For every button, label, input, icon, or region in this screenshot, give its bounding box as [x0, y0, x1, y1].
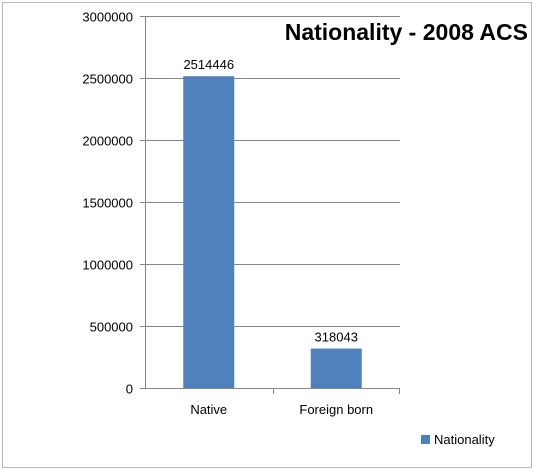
- y-tick-label: 2500000: [82, 72, 133, 87]
- legend-label: Nationality: [434, 432, 495, 447]
- y-tick-label: 2000000: [82, 134, 133, 149]
- axes: [140, 16, 400, 394]
- y-tick-label: 1000000: [82, 258, 133, 273]
- y-tick-label: 3000000: [82, 10, 133, 25]
- data-label: 2514446: [183, 57, 234, 72]
- legend-swatch: [421, 435, 430, 444]
- legend: Nationality: [421, 432, 495, 447]
- y-tick-label: 0: [126, 382, 133, 397]
- x-tick-label: Native: [190, 402, 227, 417]
- bar: [310, 348, 362, 388]
- y-tick-label: 500000: [90, 320, 133, 335]
- data-label: 318043: [315, 330, 358, 345]
- chart-frame: [2, 2, 532, 468]
- x-axis-tick-labels: Native Foreign born: [190, 402, 373, 417]
- y-tick-label: 1500000: [82, 196, 133, 211]
- data-labels: 2514446 318043: [183, 57, 358, 344]
- bar: [183, 76, 235, 389]
- chart-title: Nationality - 2008 ACS: [285, 19, 528, 45]
- x-tick-label: Foreign born: [299, 402, 373, 417]
- bars: [183, 76, 362, 389]
- y-axis-tick-labels: 0 500000 1000000 1500000 2000000 2500000 30000…: [82, 10, 133, 397]
